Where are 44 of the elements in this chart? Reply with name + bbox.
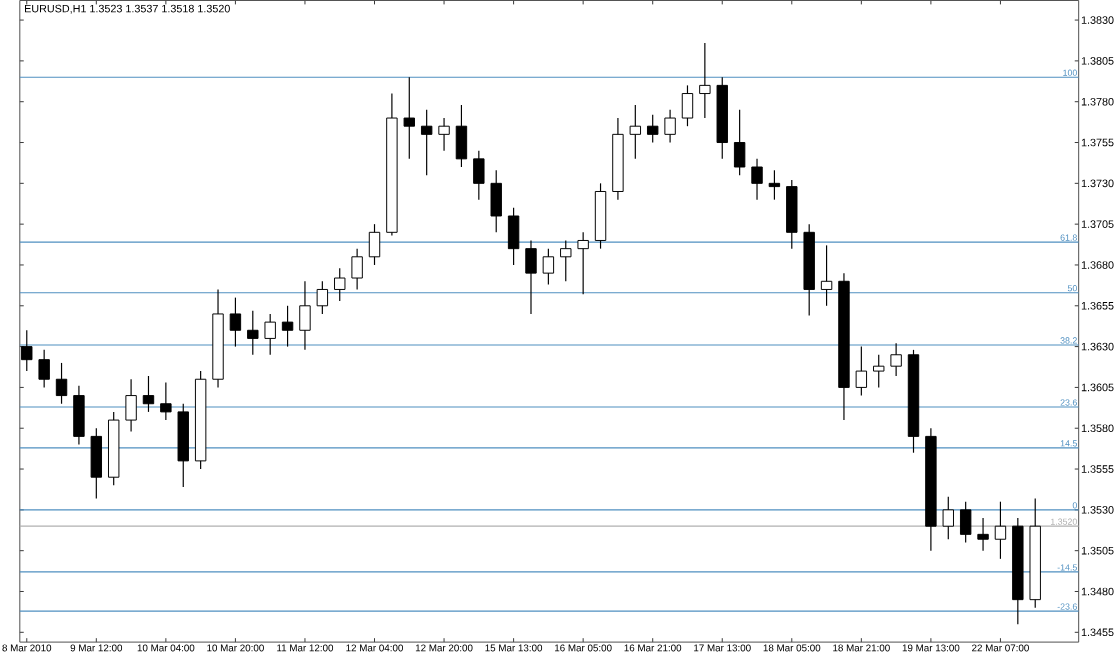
candlestick: [977, 517, 989, 552]
candlestick: [820, 244, 833, 307]
candlestick: [368, 223, 381, 266]
candlestick: [699, 42, 711, 119]
candlestick: [751, 158, 763, 201]
candlestick: [403, 76, 415, 160]
candlestick: [73, 385, 85, 446]
candlestick: [942, 496, 954, 540]
candlestick: [873, 354, 885, 389]
candlestick: [681, 84, 694, 127]
candlestick: [664, 109, 676, 144]
candlestick: [507, 207, 520, 266]
candlestick: [55, 362, 68, 405]
candlestick: [490, 169, 502, 233]
candlestick: [577, 231, 589, 296]
candlestick: [281, 305, 294, 348]
candlestick: [542, 248, 555, 286]
candlestick: [560, 239, 572, 282]
candlestick: [629, 104, 642, 160]
candlestick: [733, 109, 746, 176]
candlestick: [959, 501, 972, 544]
candlestick: [994, 501, 1007, 560]
candlestick: [334, 267, 346, 302]
candlestick: [351, 248, 363, 291]
candlestick: [247, 310, 259, 356]
candlestick: [229, 297, 242, 348]
candlestick: [646, 114, 659, 144]
candlestick: [299, 280, 311, 351]
candlestick: [316, 280, 329, 315]
candlestick: [125, 378, 137, 433]
candlestick: [90, 427, 103, 500]
candlestick: [473, 150, 485, 201]
candlestick: [142, 375, 155, 413]
candlestick: [438, 117, 450, 152]
candlestick: [38, 349, 50, 389]
candlestick: [420, 109, 433, 176]
candlestick: [160, 382, 172, 421]
candlestick: [855, 346, 868, 397]
candlestick: [890, 342, 902, 377]
candlestick: [264, 313, 276, 356]
candlestick: [455, 104, 468, 168]
candlestick: [525, 239, 537, 315]
candlestick: [786, 179, 798, 250]
candlestick: [768, 169, 781, 201]
